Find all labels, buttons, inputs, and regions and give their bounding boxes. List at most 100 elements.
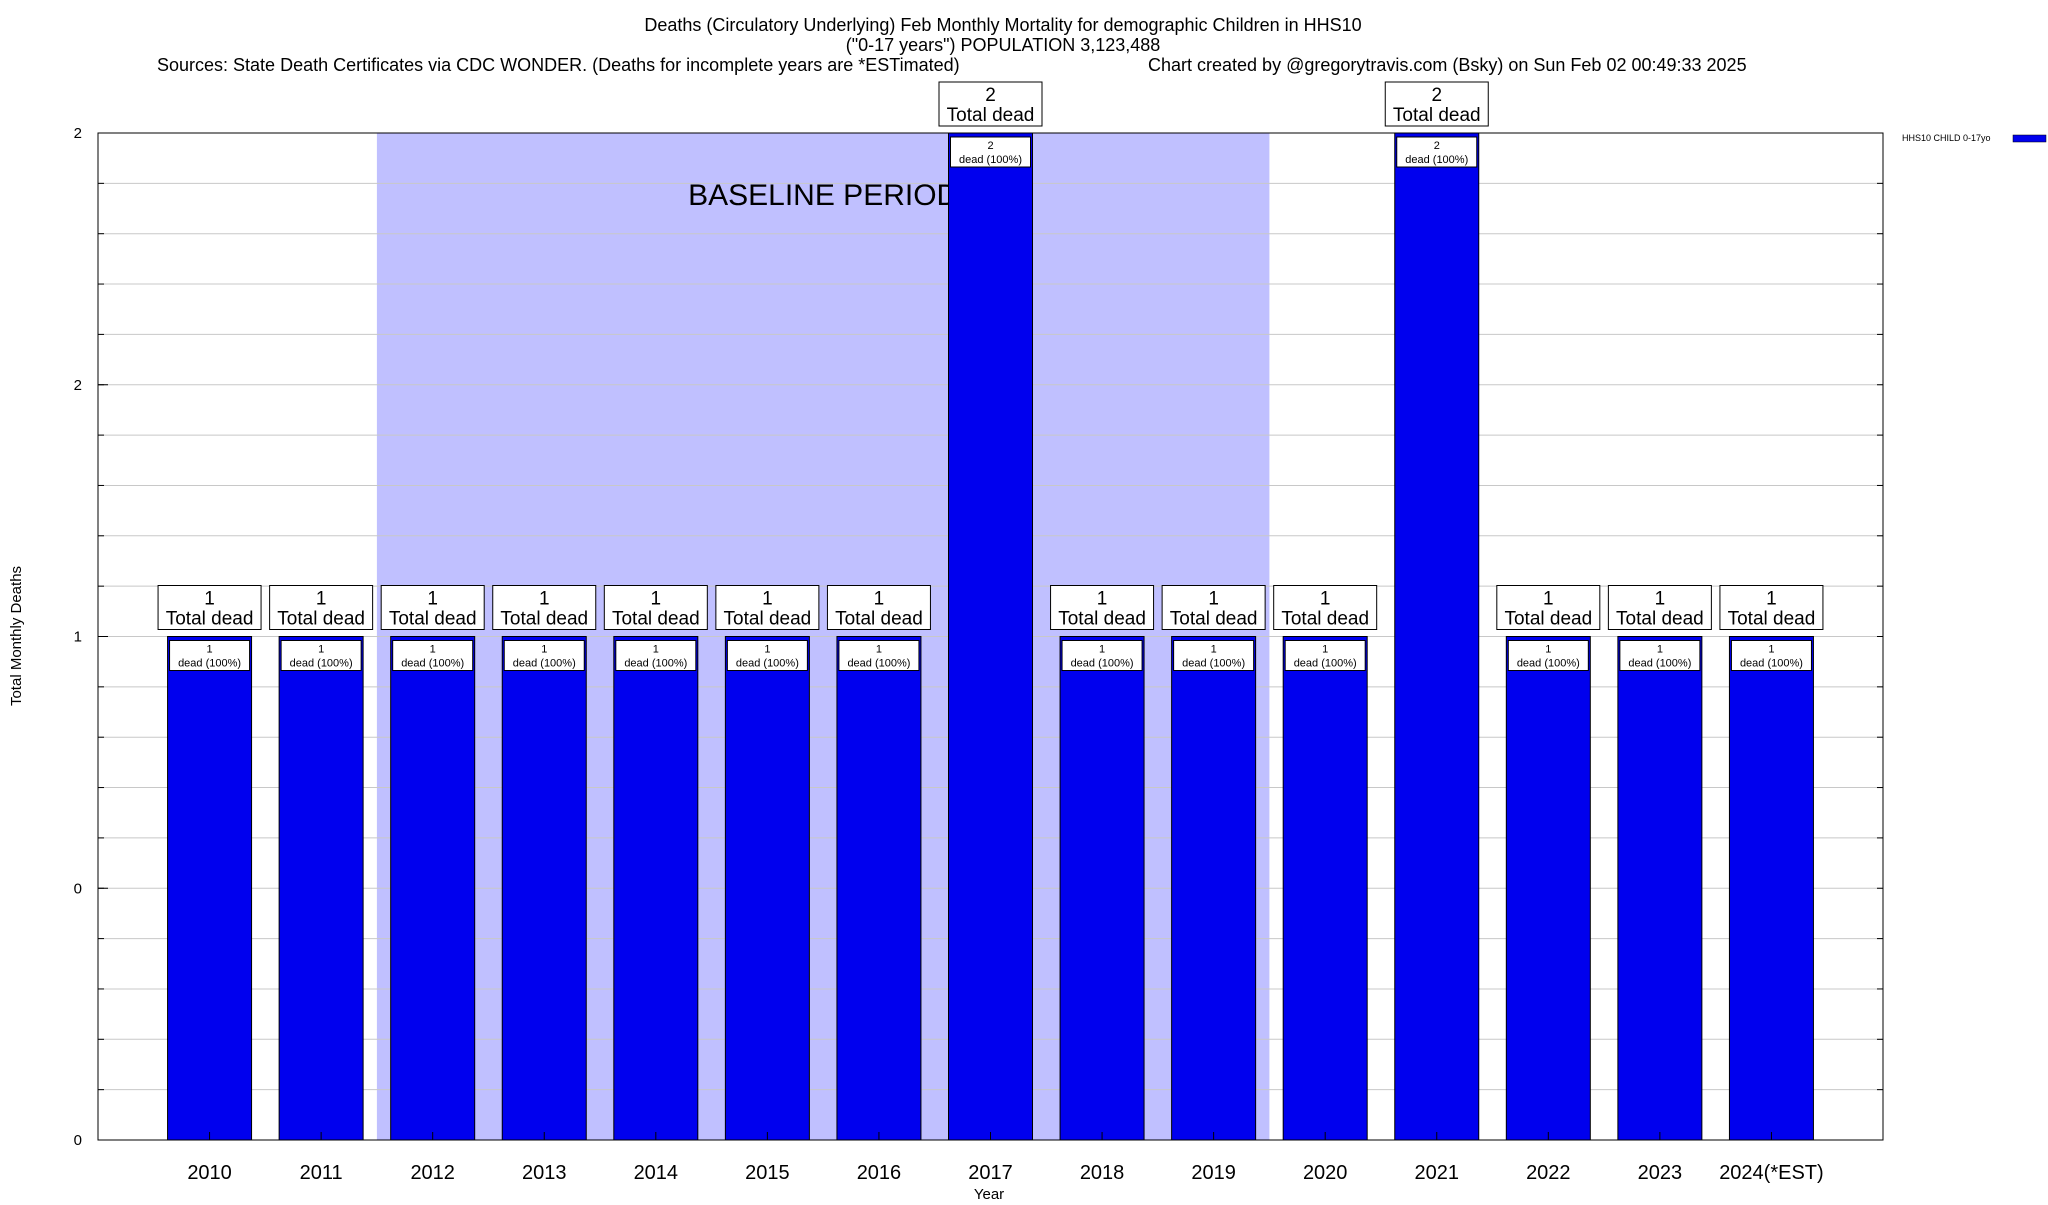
bar-inner-percent-label: dead (100%) [1405,154,1468,166]
bar-inner-count-label: 1 [1545,644,1551,656]
bar-top-total-label: Total dead [389,609,477,630]
bar-2016 [836,636,922,1141]
bar-top-total-label: Total dead [1616,609,1704,630]
bar-inner-percent-label: dead (100%) [1628,658,1691,670]
x-tick-label: 2013 [522,1162,567,1184]
bar-2022 [1505,636,1591,1141]
bar-top-total-label: Total dead [166,609,254,630]
bar-inner-label-box [1173,640,1255,671]
x-tick-label: 2012 [410,1162,455,1184]
bar-inner-count-label: 1 [1322,644,1328,656]
bar-top-label-box [1496,585,1601,630]
bar-inner-count-label: 1 [318,644,324,656]
bar-top-total-label: Total dead [1728,609,1816,630]
bar-top-count-label: 1 [874,589,885,610]
bar-top-count-label: 1 [1320,589,1331,610]
bar-2021 [1394,132,1480,1141]
bar-top-total-label: Total dead [1281,609,1369,630]
bar-inner-count-label: 1 [207,644,213,656]
y-tick-label: 0 [74,880,82,897]
bar-top-count-label: 1 [539,589,550,610]
bar-inner-count-label: 2 [987,140,993,152]
bar-inner-label-box [503,640,585,671]
bar-2023 [1617,636,1703,1141]
bar-top-count-label: 1 [762,589,773,610]
x-tick-label: 2011 [300,1162,343,1184]
bar-inner-count-label: 1 [1099,644,1105,656]
bar-inner-percent-label: dead (100%) [847,658,910,670]
bar-inner-label-box [838,640,920,671]
bar-top-count-label: 1 [651,589,662,610]
x-tick-label: 2018 [1080,1162,1125,1184]
x-tick-label: 2023 [1638,1162,1683,1184]
bar-inner-count-label: 1 [764,644,770,656]
chart-legend: HHS10 CHILD 0-17yo [1902,133,2047,143]
bar-top-label-box [1719,585,1824,630]
bar-top-count-label: 1 [427,589,438,610]
y-tick-label: 1 [74,629,82,646]
bar-top-label-box [715,585,820,630]
bar-inner-percent-label: dead (100%) [178,658,241,670]
bar-2010 [167,636,253,1141]
bar-top-total-label: Total dead [835,609,923,630]
bar-top-total-label: Total dead [1504,609,1592,630]
y-axis-title: Total Monthly Deaths [8,566,25,706]
bar-2019 [1171,636,1257,1141]
x-tick-label: 2024(*EST) [1719,1162,1824,1184]
x-tick-label: 2019 [1191,1162,1236,1184]
bar-inner-label-box [280,640,362,671]
bar-top-label-box [1607,585,1712,630]
bar-top-total-label: Total dead [277,609,365,630]
bar-top-total-label: Total dead [1170,609,1258,630]
bar-top-count-label: 1 [1208,589,1219,610]
chart-title-line-1: Deaths (Circulatory Underlying) Feb Mont… [644,15,1361,35]
bar-top-total-label: Total dead [612,609,700,630]
y-tick-label: 2 [74,125,82,142]
bar-top-total-label: Total dead [1393,105,1481,126]
bar-2017 [948,132,1033,1141]
bar-inner-percent-label: dead (100%) [290,658,353,670]
bar-top-label-box [1161,585,1266,630]
bar-2018 [1059,636,1145,1141]
bar-top-count-label: 1 [1543,589,1554,610]
bar-inner-count-label: 2 [1434,140,1440,152]
chart-title-line-2: ("0-17 years") POPULATION 3,123,488 [846,35,1161,55]
bar-inner-percent-label: dead (100%) [1182,658,1245,670]
bar-inner-label-box [169,640,251,671]
bar-inner-count-label: 1 [876,644,882,656]
bar-inner-count-label: 1 [430,644,436,656]
x-tick-label: 2016 [857,1162,902,1184]
bar-top-label-box [157,585,262,630]
bar-top-label-box [1050,585,1155,630]
bar-top-total-label: Total dead [500,609,588,630]
bar-top-count-label: 1 [1655,589,1666,610]
bar-top-label-box [1273,585,1378,630]
bar-inner-label-box [392,640,474,671]
bar-inner-count-label: 1 [1211,644,1217,656]
bar-top-count-label: 1 [316,589,327,610]
bar-inner-count-label: 1 [541,644,547,656]
x-tick-label: 2022 [1526,1162,1571,1184]
bar-inner-percent-label: dead (100%) [513,658,576,670]
bar-2011 [278,636,364,1141]
bar-inner-label-box [1730,640,1812,671]
bar-2020 [1282,636,1368,1141]
bar-inner-label-box [1396,136,1478,168]
bar-inner-percent-label: dead (100%) [1517,658,1580,670]
bar-top-count-label: 1 [1097,589,1108,610]
bar-inner-label-box [1619,640,1701,671]
bar-inner-label-box [726,640,808,671]
bar-top-total-label: Total dead [947,105,1035,126]
bar-2015 [724,636,810,1141]
bar-inner-count-label: 1 [1768,644,1774,656]
x-tick-label: 2014 [634,1162,679,1184]
bar-inner-label-box [1284,640,1366,671]
x-tick-label: 2015 [745,1162,790,1184]
bar-top-label-box [826,585,931,630]
bar-inner-label-box [950,136,1031,168]
bar-top-label-box [269,585,374,630]
bar-top-label-box [380,585,485,630]
x-axis-title: Year [974,1186,1004,1200]
